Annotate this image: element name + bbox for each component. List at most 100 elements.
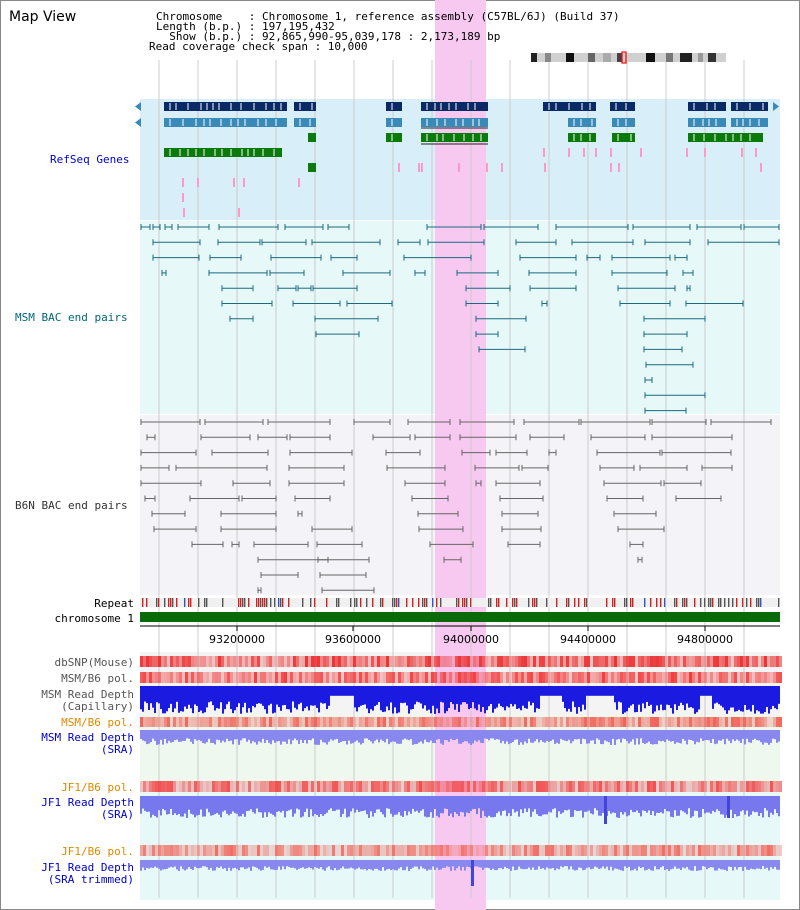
refseq-genes-label[interactable]: RefSeq Genes xyxy=(50,153,130,166)
jf1-trim-depth-bar xyxy=(414,860,416,867)
msm-sra-depth-bar xyxy=(398,730,400,744)
jf1-pol-heat-cell xyxy=(644,781,647,792)
msm-capillary-depth-bar xyxy=(526,686,528,709)
msm-capillary-depth-bar xyxy=(166,686,168,712)
msm-sra-depth-bar xyxy=(444,730,446,741)
jf1-pol2-heat-cell xyxy=(560,845,563,856)
jf1-trim-depth-bar xyxy=(574,860,576,871)
repeat-element xyxy=(728,598,730,607)
repeat-element xyxy=(488,598,490,607)
msm-sra-depth-bar xyxy=(580,730,582,745)
msm-sra-depth-bar xyxy=(246,730,248,742)
dbsnp-heat-cell xyxy=(587,656,590,667)
msm-sra-depth-bar xyxy=(572,730,574,742)
jf1-pol-heat-cell xyxy=(431,781,434,792)
msm-pol-heat-cell xyxy=(344,672,347,683)
jf1-sra-depth-bar xyxy=(180,796,182,817)
jf1-sra-depth-bar xyxy=(214,796,216,815)
msm-sra-depth-bar xyxy=(726,730,728,739)
jf1-pol-heat-cell xyxy=(632,781,635,792)
jf1-pol-heat-cell xyxy=(479,781,482,792)
msm-sra-pol-heat-cell xyxy=(341,717,344,727)
msm-sra-pol-heat-cell xyxy=(743,717,746,727)
repeat-element xyxy=(282,598,284,607)
jf1-sra-depth-bar xyxy=(614,796,616,813)
msm-pol-heat-cell xyxy=(419,672,422,683)
repeat-element xyxy=(584,598,586,607)
msm-pol-heat-cell xyxy=(284,672,287,683)
msm-sra-depth-bar xyxy=(698,730,700,743)
jf1-trim-depth-bar xyxy=(276,860,278,870)
dbsnp-heat-cell xyxy=(737,656,740,667)
repeat-element xyxy=(606,598,608,607)
dbsnp-heat-cell xyxy=(701,656,704,667)
jf1-pol2-heat-cell xyxy=(287,845,290,856)
jf1-trim-depth-bar xyxy=(564,860,566,867)
jf1-trim-depth-bar xyxy=(730,860,732,868)
jf1-pol-heat-cell xyxy=(374,781,377,792)
msm-sra-pol-heat-cell xyxy=(185,717,188,727)
msm-capillary-depth-bar xyxy=(416,686,418,702)
msm-sra-depth-bar xyxy=(252,730,254,742)
jf1-pol-heat-cell xyxy=(386,781,389,792)
jf1-sra-depth-bar xyxy=(384,796,386,818)
msm-sra-pol-heat-cell xyxy=(647,717,650,727)
msm-pol-heat-cell xyxy=(569,672,572,683)
msm-capillary-depth-bar xyxy=(686,686,688,704)
repeat-element xyxy=(350,598,352,607)
dbsnp-heat-cell xyxy=(332,656,335,667)
msm-capillary-depth-bar xyxy=(434,686,436,714)
msm-sra-depth-bar xyxy=(700,730,702,739)
repeat-element xyxy=(432,598,434,607)
jf1-sra-depth-bar xyxy=(552,796,554,810)
msm-capillary-depth-bar xyxy=(440,686,442,702)
jf1-pol2-heat-cell xyxy=(233,845,236,856)
msm-capillary-depth-bar xyxy=(490,686,492,704)
dbsnp-label: dbSNP(Mouse) xyxy=(54,656,134,669)
dbsnp-heat-cell xyxy=(677,656,680,667)
msm-capillary-depth-bar xyxy=(592,686,594,696)
jf1-trim-depth-bar xyxy=(704,860,706,867)
jf1-sra-depth-bar xyxy=(338,796,340,810)
msm-bac-label[interactable]: MSM BAC end pairs xyxy=(15,311,128,324)
msm-sra-depth-bar xyxy=(624,730,626,740)
jf1-pol2-heat-cell xyxy=(347,845,350,856)
jf1-pol2-heat-cell xyxy=(770,845,773,856)
jf1-pol2-heat-cell xyxy=(470,845,473,856)
msm-pol-heat-cell xyxy=(740,672,743,683)
jf1-pol2-heat-cell xyxy=(623,845,626,856)
jf1-sra-depth-bar xyxy=(330,796,332,809)
msm-sra-depth-bar xyxy=(510,730,512,744)
msm-capillary-depth-bar xyxy=(320,686,322,703)
dbsnp-heat-cell xyxy=(272,656,275,667)
dbsnp-heat-cell xyxy=(200,656,203,667)
msm-b6-pol-sra-label: MSM/B6 pol. xyxy=(61,716,134,729)
msm-sra-depth-bar xyxy=(626,730,628,742)
jf1-trim-depth-bar xyxy=(754,860,756,870)
jf1-trim-depth-bar xyxy=(616,860,618,869)
msm-sra-pol-heat-cell xyxy=(338,717,341,727)
msm-capillary-depth-bar xyxy=(238,686,240,704)
msm-sra-pol-heat-cell xyxy=(428,717,431,727)
dbsnp-heat-cell xyxy=(632,656,635,667)
b6n-bac-label[interactable]: B6N BAC end pairs xyxy=(15,499,128,512)
jf1-pol2-heat-cell xyxy=(578,845,581,856)
msm-sra-pol-heat-cell xyxy=(695,717,698,727)
msm-sra-pol-heat-cell xyxy=(305,717,308,727)
dbsnp-heat-cell xyxy=(188,656,191,667)
refseq-minor-tick xyxy=(610,148,612,157)
jf1-sra-depth-bar xyxy=(140,796,142,814)
msm-sra-depth-bar xyxy=(628,730,630,744)
msm-pol-heat-cell xyxy=(587,672,590,683)
jf1-trim-depth-bar xyxy=(140,860,142,871)
jf1-pol2-heat-cell xyxy=(731,845,734,856)
msm-pol-heat-cell xyxy=(215,672,218,683)
msm-pol-heat-cell xyxy=(632,672,635,683)
jf1-pol-heat-cell xyxy=(254,781,257,792)
jf1-trim-depth-bar xyxy=(466,860,468,867)
msm-pol-heat-cell xyxy=(764,672,767,683)
jf1-sra-depth-bar xyxy=(344,796,346,809)
repeat-element xyxy=(624,598,626,607)
jf1-sra-depth-bar xyxy=(432,796,434,818)
